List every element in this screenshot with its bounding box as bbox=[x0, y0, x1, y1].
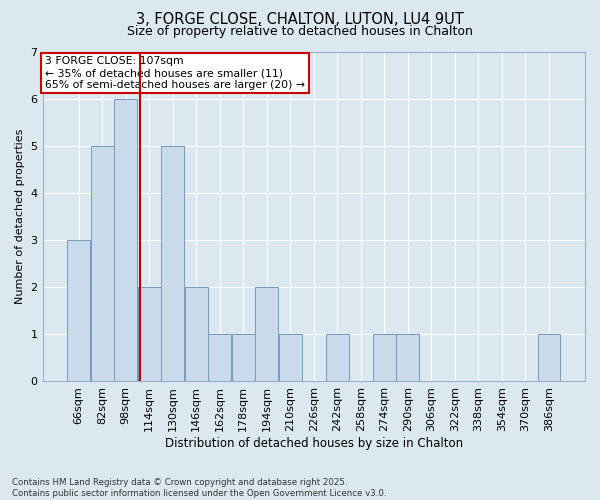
Bar bbox=[114, 98, 137, 382]
Bar bbox=[161, 146, 184, 382]
X-axis label: Distribution of detached houses by size in Chalton: Distribution of detached houses by size … bbox=[165, 437, 463, 450]
Text: Contains HM Land Registry data © Crown copyright and database right 2025.
Contai: Contains HM Land Registry data © Crown c… bbox=[12, 478, 386, 498]
Bar bbox=[185, 287, 208, 382]
Bar bbox=[279, 334, 302, 382]
Bar bbox=[326, 334, 349, 382]
Bar bbox=[397, 334, 419, 382]
Bar bbox=[538, 334, 560, 382]
Bar bbox=[256, 287, 278, 382]
Bar bbox=[208, 334, 231, 382]
Y-axis label: Number of detached properties: Number of detached properties bbox=[15, 129, 25, 304]
Bar bbox=[373, 334, 396, 382]
Text: 3, FORGE CLOSE, CHALTON, LUTON, LU4 9UT: 3, FORGE CLOSE, CHALTON, LUTON, LU4 9UT bbox=[136, 12, 464, 28]
Bar bbox=[232, 334, 254, 382]
Bar bbox=[67, 240, 90, 382]
Bar bbox=[138, 287, 161, 382]
Text: 3 FORGE CLOSE: 107sqm
← 35% of detached houses are smaller (11)
65% of semi-deta: 3 FORGE CLOSE: 107sqm ← 35% of detached … bbox=[45, 56, 305, 90]
Text: Size of property relative to detached houses in Chalton: Size of property relative to detached ho… bbox=[127, 25, 473, 38]
Bar bbox=[91, 146, 113, 382]
